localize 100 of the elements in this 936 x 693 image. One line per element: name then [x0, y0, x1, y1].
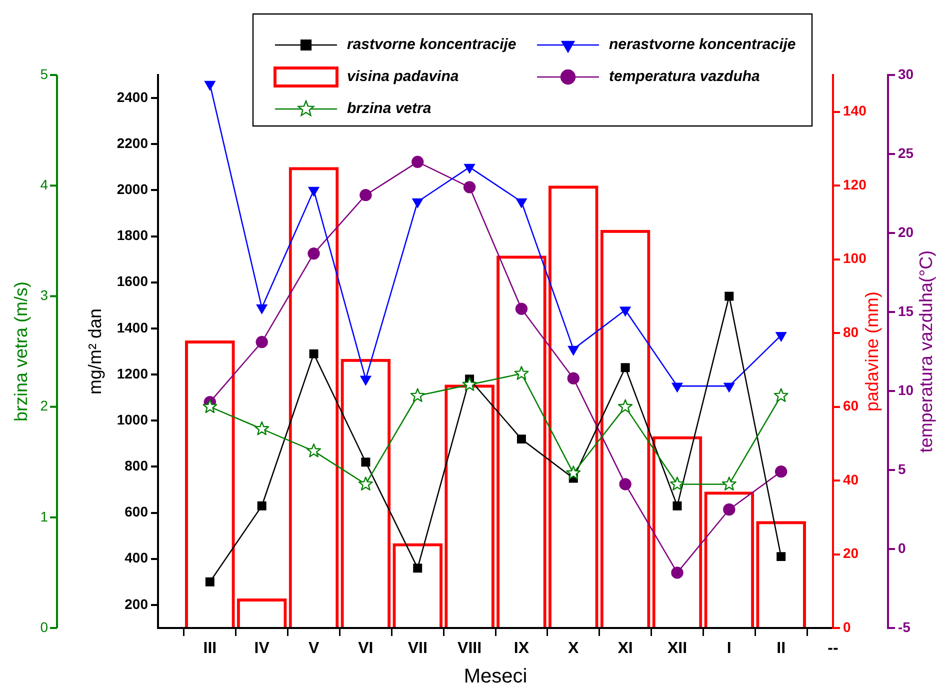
y-tick-label: 1600: [116, 273, 148, 290]
y2-axis-title: padavine (mm): [862, 291, 882, 412]
x-tick-label: IV: [254, 640, 270, 658]
x-tick-label: X: [568, 640, 580, 658]
y-tick-label: 800: [124, 458, 148, 474]
x-tick-label: XI: [618, 640, 633, 658]
legend-label: brzina vetra: [347, 100, 432, 118]
point: [205, 577, 214, 586]
y-tick-label: 1400: [116, 319, 148, 336]
point: [774, 388, 788, 402]
point: [568, 346, 579, 356]
y3-tick-label: 5: [898, 460, 906, 477]
point: [360, 188, 372, 202]
point: [204, 80, 216, 90]
point: [413, 564, 422, 573]
legend-label: visina padavina: [347, 68, 459, 86]
point: [722, 476, 736, 490]
point: [670, 476, 684, 490]
y-axis-title: mg/m² dan: [84, 308, 105, 395]
y2-tick-label: 40: [843, 471, 859, 488]
point: [412, 156, 424, 168]
point: [776, 332, 786, 342]
legend-label: temperatura vazduha: [609, 68, 760, 86]
y-tick-label: 1200: [116, 365, 148, 382]
point: [361, 458, 370, 467]
point: [462, 377, 477, 391]
y-tick-label: 400: [124, 550, 148, 566]
y-tick-label: 600: [124, 504, 148, 520]
point: [516, 434, 526, 444]
y-tick-label: 200: [124, 596, 148, 612]
x-tick-label: IX: [514, 640, 530, 658]
point: [723, 503, 736, 516]
y3-axis-title: temperatura vazduha(°C): [916, 250, 936, 453]
y-tick-label: 4: [40, 176, 48, 192]
y2-tick-label: 140: [843, 102, 867, 119]
point: [306, 443, 322, 458]
y-tick-label: 3: [40, 287, 48, 304]
point: [515, 302, 528, 315]
point: [567, 372, 580, 384]
point: [256, 304, 268, 314]
y-tick-label: 1800: [116, 227, 148, 244]
y-tick-label: 5: [40, 66, 48, 82]
y2-tick-label: 60: [843, 398, 859, 414]
x-tick-label: XII: [667, 640, 688, 658]
y3-tick-label: -5: [898, 618, 911, 635]
y2-tick-label: 100: [843, 250, 867, 266]
point: [516, 198, 527, 208]
point: [671, 566, 684, 579]
point: [412, 198, 423, 208]
y-tick-label: 2000: [116, 181, 148, 198]
point: [463, 181, 476, 194]
point: [724, 382, 735, 392]
x-tick-label: V: [308, 640, 320, 658]
point: [309, 349, 318, 358]
x-tick-label: VII: [408, 640, 428, 658]
point: [620, 306, 631, 316]
point: [618, 399, 633, 414]
point: [566, 466, 581, 480]
y-tick-label: 2400: [116, 88, 148, 105]
y3-tick-label: 30: [898, 66, 914, 82]
x-tick-label: --: [828, 640, 838, 658]
x-tick-label: II: [776, 640, 786, 658]
y3-tick-label: 20: [898, 224, 914, 240]
y3-tick-label: 10: [898, 382, 914, 398]
x-tick-label: VIII: [458, 640, 482, 658]
y-tick-label: 2200: [116, 134, 148, 151]
point: [254, 421, 270, 436]
point: [672, 382, 683, 392]
legend-label: rastvorne koncentracije: [347, 36, 516, 54]
point: [620, 363, 630, 372]
point: [410, 388, 425, 402]
y-tick-label: 0: [40, 618, 48, 635]
y2-tick-label: 80: [843, 324, 859, 340]
x-tick-label: VI: [358, 640, 374, 658]
y3-tick-label: 0: [898, 540, 906, 556]
point: [308, 186, 320, 196]
point: [360, 376, 372, 386]
point: [308, 247, 320, 260]
y-axis-title: brzina vetra (m/s): [10, 281, 31, 422]
x-tick-label: III: [203, 640, 217, 658]
point: [619, 478, 632, 490]
y2-tick-label: 120: [843, 176, 867, 192]
point: [257, 501, 266, 510]
y2-tick-label: 20: [843, 545, 859, 562]
point: [724, 292, 734, 301]
point: [256, 336, 268, 348]
point: [774, 465, 788, 478]
y-tick-label: 2: [40, 398, 48, 414]
point: [672, 501, 682, 510]
y3-tick-label: 15: [898, 302, 914, 319]
y-tick-label: 1000: [116, 411, 148, 428]
y2-tick-label: 0: [843, 618, 851, 635]
point: [464, 164, 475, 174]
point: [358, 476, 373, 490]
point: [202, 399, 218, 414]
x-tick-label: I: [726, 640, 732, 658]
point: [776, 552, 786, 562]
legend-label: nerastvorne koncentracije: [609, 36, 796, 54]
y-tick-label: 1: [40, 508, 48, 524]
y3-tick-label: 25: [898, 144, 914, 161]
